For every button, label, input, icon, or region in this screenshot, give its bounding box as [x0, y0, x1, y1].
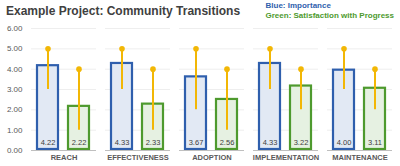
svg-text:2.22: 2.22 [72, 138, 87, 147]
svg-text:5.00: 5.00 [7, 44, 23, 53]
html-text:Green: Satisfaction with Progr: Green: Satisfaction with Progress [265, 11, 394, 20]
html-text:Example Project: Community Tra: Example Project: Community Transitions [6, 4, 241, 18]
svg-text:EFFECTIVENESS: EFFECTIVENESS [107, 153, 169, 162]
svg-text:IMPLEMENTATION: IMPLEMENTATION [253, 153, 319, 162]
svg-text:3.22: 3.22 [294, 138, 309, 147]
svg-text:MAINTENANCE: MAINTENANCE [332, 153, 387, 162]
svg-text:4.22: 4.22 [41, 138, 56, 147]
svg-text:3.11: 3.11 [368, 138, 382, 147]
svg-text:REACH: REACH [51, 153, 78, 162]
html-text:Blue: Importance: Blue: Importance [265, 1, 331, 10]
svg-text:1.00: 1.00 [7, 126, 23, 135]
svg-text:3.00: 3.00 [7, 85, 23, 94]
svg-text:4.33: 4.33 [263, 138, 278, 147]
svg-text:4.33: 4.33 [115, 138, 130, 147]
svg-text:2.00: 2.00 [7, 105, 23, 114]
svg-text:6.00: 6.00 [7, 24, 23, 33]
svg-text:4.00: 4.00 [7, 65, 23, 74]
svg-text:ADOPTION: ADOPTION [192, 153, 232, 162]
svg-text:3.67: 3.67 [189, 138, 204, 147]
svg-text:4.00: 4.00 [337, 138, 352, 147]
svg-text:2.33: 2.33 [146, 138, 161, 147]
svg-text:0.00: 0.00 [7, 146, 23, 155]
svg-text:2.56: 2.56 [220, 138, 235, 147]
